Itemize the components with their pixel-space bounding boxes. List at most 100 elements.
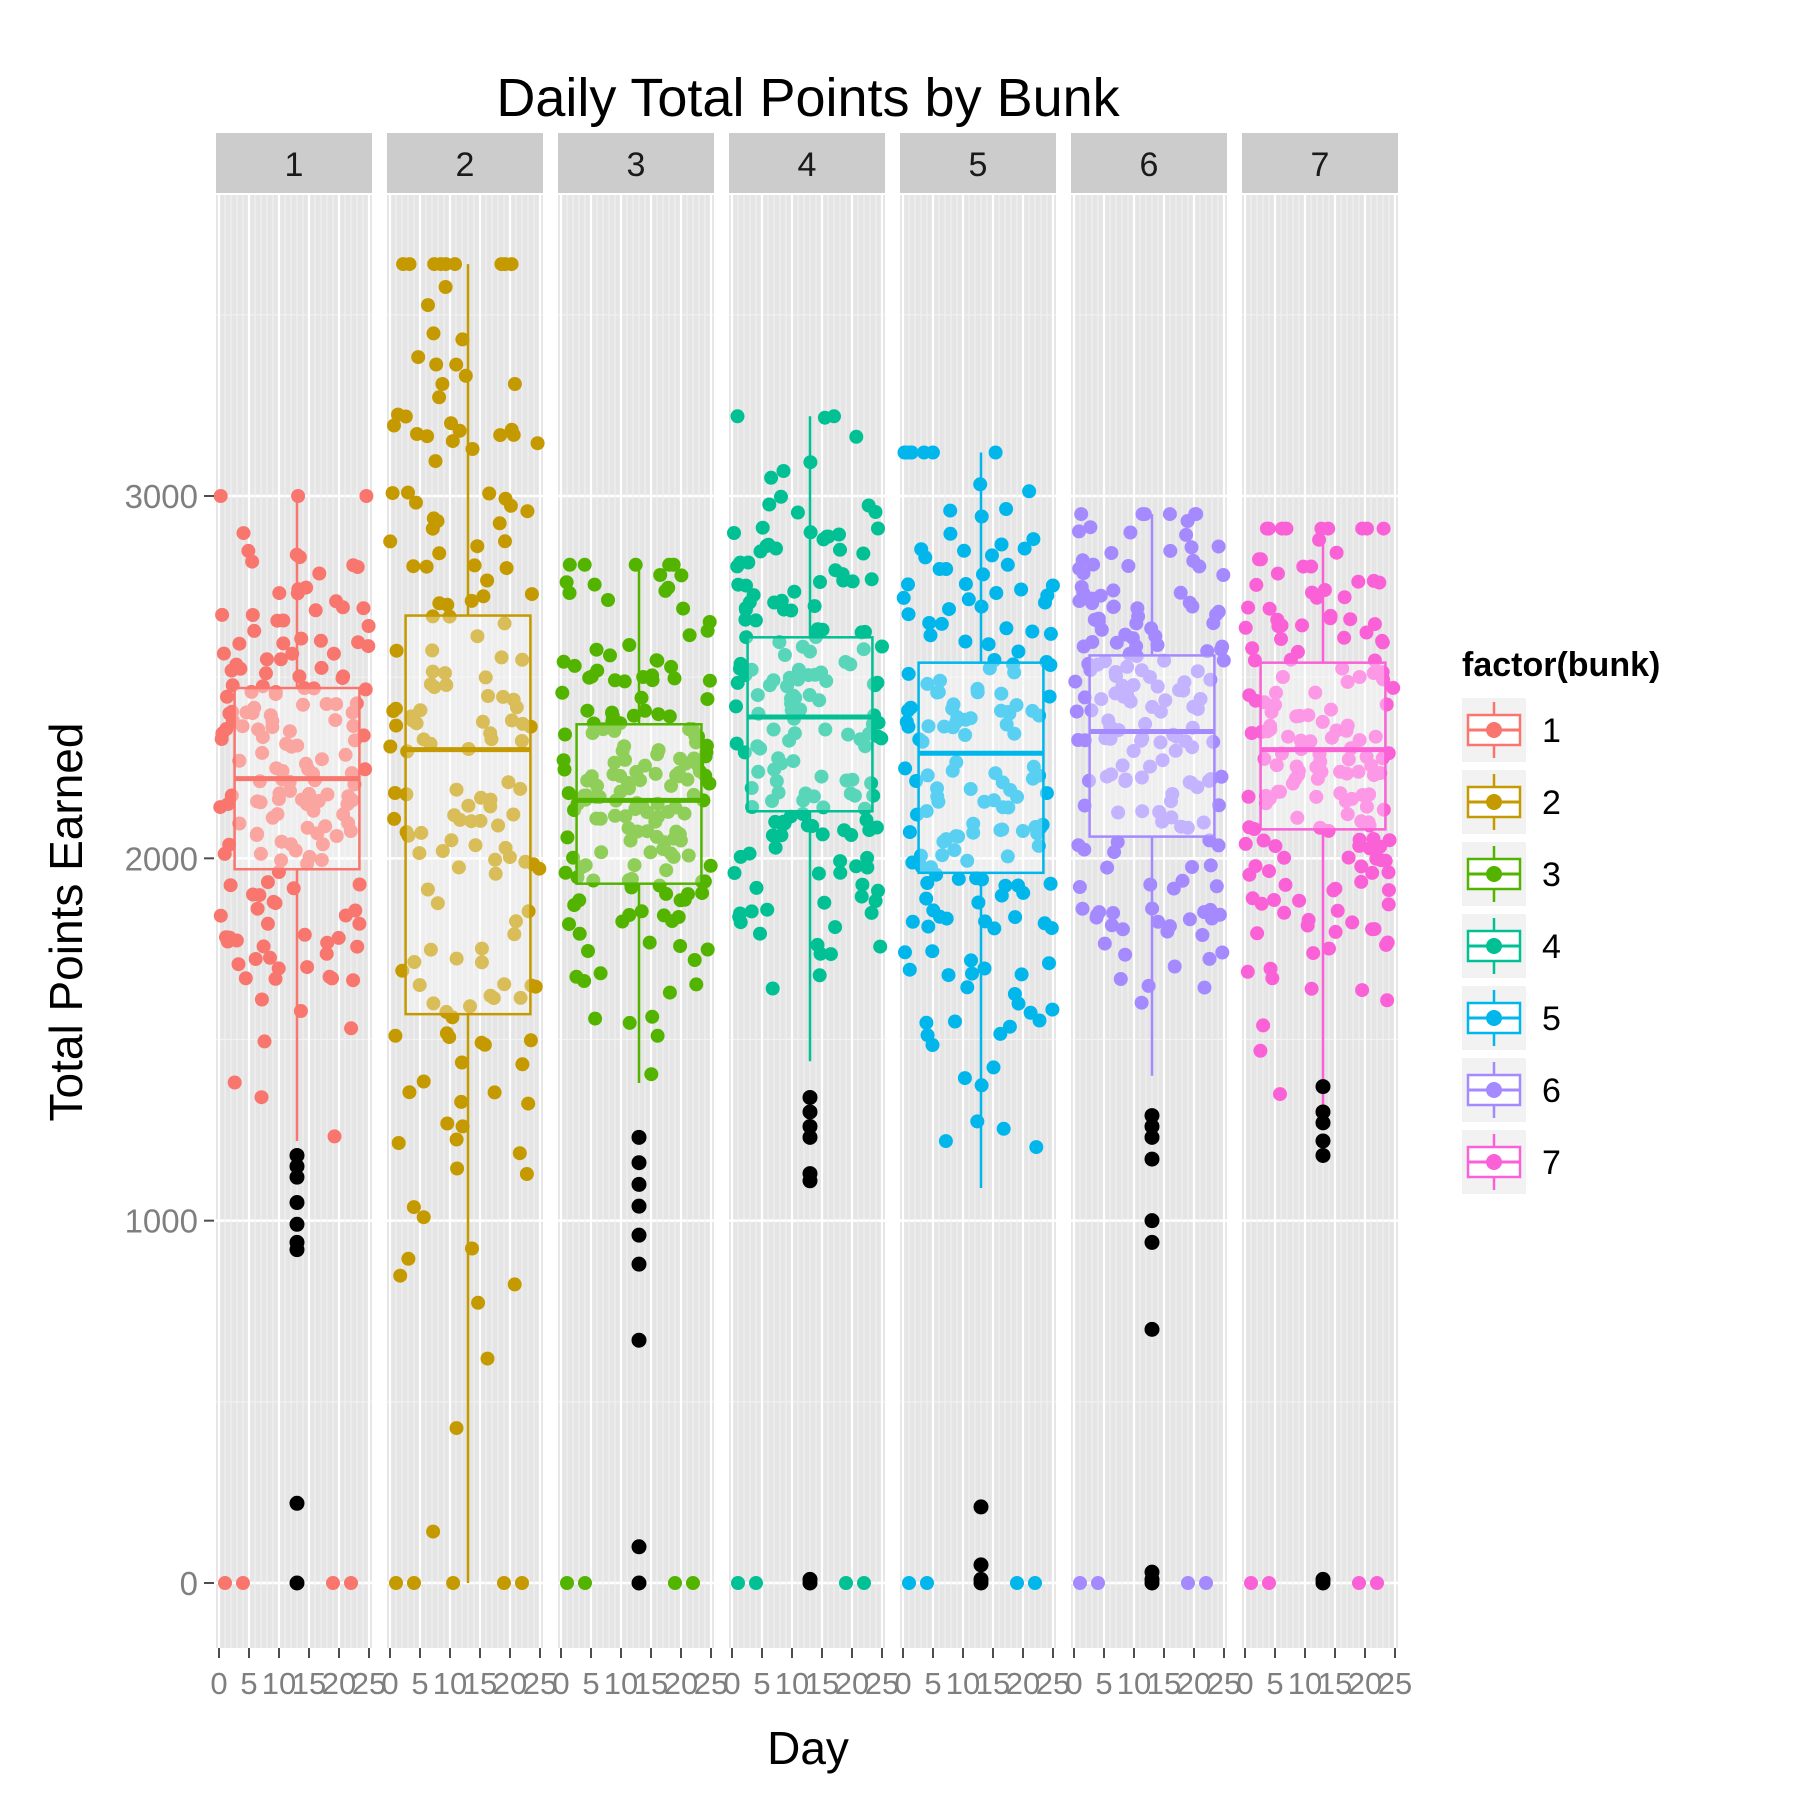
data-point <box>902 825 917 840</box>
boxplot-7 <box>1259 528 1387 1591</box>
data-point <box>491 818 506 833</box>
data-point <box>1262 601 1277 616</box>
data-point <box>343 824 358 838</box>
legend-title: factor(bunk) <box>1462 646 1660 684</box>
data-point <box>588 1011 603 1026</box>
data-point <box>1291 763 1306 778</box>
data-point <box>288 843 303 858</box>
x-tick-label: 5 <box>1095 1666 1112 1701</box>
data-point <box>1138 716 1153 731</box>
facet-strip <box>558 133 714 193</box>
data-point <box>470 629 485 644</box>
x-tick-label: 15 <box>1318 1666 1352 1701</box>
data-point <box>1073 1576 1087 1590</box>
legend-item-label: 4 <box>1542 928 1561 966</box>
outlier-point <box>1144 1118 1160 1134</box>
data-point <box>624 871 639 886</box>
data-point <box>729 699 743 714</box>
data-point <box>988 445 1003 460</box>
data-point <box>1164 810 1179 825</box>
data-point <box>753 741 768 756</box>
outlier-point <box>631 1155 647 1171</box>
data-point <box>700 942 715 957</box>
data-point <box>1158 693 1173 708</box>
boxplot-6 <box>1088 514 1216 1591</box>
data-point <box>470 539 485 554</box>
data-point <box>926 903 941 918</box>
data-point <box>645 673 660 688</box>
data-point <box>1211 539 1226 554</box>
data-point <box>633 773 647 788</box>
data-point <box>803 644 817 659</box>
data-point <box>765 981 780 996</box>
data-point <box>338 747 353 762</box>
data-point <box>1352 733 1367 748</box>
data-point <box>1038 595 1052 610</box>
x-tick-label: 10 <box>1288 1666 1322 1701</box>
data-point <box>1164 794 1178 809</box>
data-point <box>358 762 373 777</box>
data-point <box>248 952 263 966</box>
data-point <box>556 753 571 768</box>
data-point <box>251 722 266 737</box>
data-point <box>590 663 605 678</box>
data-point <box>286 881 301 896</box>
data-point <box>1045 1002 1060 1017</box>
data-point <box>703 858 718 873</box>
data-point <box>786 754 801 769</box>
data-point <box>1279 521 1294 536</box>
data-point <box>458 368 473 383</box>
data-point <box>1328 881 1343 896</box>
data-point <box>514 734 529 748</box>
data-point <box>279 736 294 751</box>
data-point <box>439 678 454 692</box>
data-point <box>949 755 964 770</box>
data-point <box>1190 780 1205 795</box>
data-point <box>925 944 940 959</box>
data-point <box>1083 520 1098 535</box>
data-point <box>627 858 642 873</box>
data-point <box>219 722 234 736</box>
data-point <box>733 656 748 671</box>
data-point <box>921 919 936 934</box>
box-iqr <box>917 661 1045 875</box>
x-tick-label: 25 <box>1378 1666 1412 1701</box>
data-point <box>1262 1576 1276 1590</box>
data-point <box>215 607 230 622</box>
y-axis-label: Total Points Earned <box>40 723 92 1122</box>
data-point <box>1376 521 1391 536</box>
data-point <box>835 567 850 582</box>
data-point <box>259 666 273 681</box>
data-point <box>401 485 415 500</box>
data-point <box>998 878 1013 893</box>
data-point <box>1028 1576 1042 1590</box>
data-point <box>1265 971 1280 986</box>
data-point <box>1135 804 1150 819</box>
x-tick-label: 5 <box>411 1666 428 1701</box>
outlier-point <box>1315 1147 1331 1163</box>
data-point <box>1323 611 1338 626</box>
data-point <box>1106 600 1121 615</box>
data-point <box>1072 561 1087 576</box>
data-point <box>678 756 693 771</box>
legend-item-3: 3 <box>1462 842 1561 906</box>
data-point <box>386 704 401 718</box>
y-axis: 0 1000 2000 3000 <box>125 478 214 1602</box>
data-point <box>346 719 361 733</box>
data-point <box>438 666 452 681</box>
data-point <box>329 829 344 843</box>
data-point <box>236 526 251 541</box>
facet-strip <box>387 133 543 193</box>
data-point <box>556 654 571 669</box>
data-point <box>265 810 280 825</box>
boxplot-5 <box>917 452 1045 1591</box>
data-point <box>451 860 466 875</box>
legend-key-point <box>1486 722 1502 738</box>
outlier-point <box>802 1118 818 1134</box>
data-point <box>1134 995 1149 1010</box>
data-point <box>832 527 846 542</box>
box-iqr <box>404 614 532 1016</box>
data-point <box>1301 912 1316 927</box>
data-point <box>506 427 521 442</box>
